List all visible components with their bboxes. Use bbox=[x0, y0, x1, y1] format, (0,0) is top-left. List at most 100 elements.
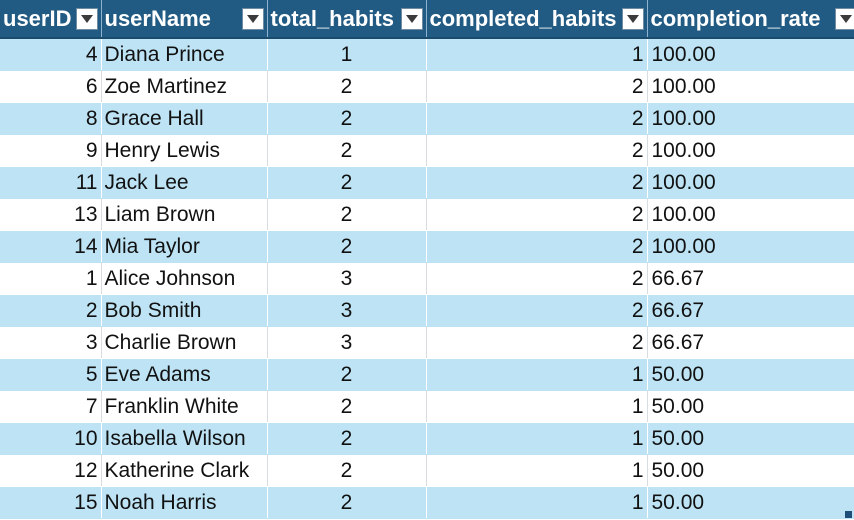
cell-userName[interactable]: Isabella Wilson bbox=[101, 422, 268, 455]
cell-completed-habits[interactable]: 2 bbox=[426, 294, 648, 327]
cell-total-habits[interactable]: 3 bbox=[267, 326, 427, 359]
cell-completed-habits[interactable]: 1 bbox=[426, 486, 648, 519]
table-row: 11 Jack Lee 2 2 100.00 bbox=[0, 166, 854, 199]
cell-userName[interactable]: Bob Smith bbox=[101, 294, 268, 327]
table-row: 2 Bob Smith 3 2 66.67 bbox=[0, 294, 854, 327]
cell-userName[interactable]: Katherine Clark bbox=[101, 454, 268, 487]
cell-total-habits[interactable]: 2 bbox=[267, 102, 427, 135]
cell-completion-rate[interactable]: 50.00 bbox=[647, 390, 854, 423]
cell-total-habits[interactable]: 2 bbox=[267, 198, 427, 231]
cell-completion-rate[interactable]: 50.00 bbox=[647, 358, 854, 391]
cell-completion-rate[interactable]: 50.00 bbox=[647, 422, 854, 455]
cell-userName[interactable]: Jack Lee bbox=[101, 166, 268, 199]
cell-completion-rate[interactable]: 100.00 bbox=[647, 70, 854, 103]
cell-total-habits[interactable]: 3 bbox=[267, 294, 427, 327]
column-header-label: completion_rate bbox=[650, 5, 821, 31]
table-resize-handle[interactable] bbox=[845, 511, 852, 518]
column-header-completed-habits[interactable]: completed_habits bbox=[426, 0, 648, 39]
cell-userName[interactable]: Charlie Brown bbox=[101, 326, 268, 359]
cell-completed-habits[interactable]: 2 bbox=[426, 230, 648, 263]
cell-userID[interactable]: 2 bbox=[0, 294, 102, 327]
filter-dropdown-button[interactable] bbox=[75, 7, 98, 30]
cell-completed-habits[interactable]: 1 bbox=[426, 390, 648, 423]
cell-userID[interactable]: 1 bbox=[0, 262, 102, 295]
cell-total-habits[interactable]: 2 bbox=[267, 422, 427, 455]
cell-completed-habits[interactable]: 2 bbox=[426, 326, 648, 359]
cell-completed-habits[interactable]: 2 bbox=[426, 262, 648, 295]
cell-total-habits[interactable]: 2 bbox=[267, 166, 427, 199]
cell-completion-rate[interactable]: 100.00 bbox=[647, 134, 854, 167]
cell-completion-rate[interactable]: 100.00 bbox=[647, 38, 854, 71]
cell-total-habits[interactable]: 2 bbox=[267, 230, 427, 263]
chevron-down-icon bbox=[246, 14, 259, 23]
cell-total-habits[interactable]: 2 bbox=[267, 454, 427, 487]
cell-completion-rate[interactable]: 100.00 bbox=[647, 102, 854, 135]
cell-userID[interactable]: 4 bbox=[0, 38, 102, 71]
cell-completed-habits[interactable]: 2 bbox=[426, 70, 648, 103]
cell-userID[interactable]: 10 bbox=[0, 422, 102, 455]
cell-userName[interactable]: Liam Brown bbox=[101, 198, 268, 231]
cell-userName[interactable]: Henry Lewis bbox=[101, 134, 268, 167]
table-row: 9 Henry Lewis 2 2 100.00 bbox=[0, 134, 854, 167]
cell-userName[interactable]: Mia Taylor bbox=[101, 230, 268, 263]
cell-completed-habits[interactable]: 1 bbox=[426, 358, 648, 391]
cell-completed-habits[interactable]: 1 bbox=[426, 454, 648, 487]
cell-completion-rate[interactable]: 50.00 bbox=[647, 454, 854, 487]
table-row: 4 Diana Prince 1 1 100.00 bbox=[0, 38, 854, 71]
table-row: 8 Grace Hall 2 2 100.00 bbox=[0, 102, 854, 135]
column-header-total-habits[interactable]: total_habits bbox=[267, 0, 427, 39]
column-header-userID[interactable]: userID bbox=[0, 0, 102, 39]
cell-userID[interactable]: 8 bbox=[0, 102, 102, 135]
filter-dropdown-button[interactable] bbox=[400, 7, 423, 30]
column-header-userName[interactable]: userName bbox=[101, 0, 268, 39]
cell-userName[interactable]: Alice Johnson bbox=[101, 262, 268, 295]
cell-userName[interactable]: Zoe Martinez bbox=[101, 70, 268, 103]
cell-completion-rate[interactable]: 66.67 bbox=[647, 262, 854, 295]
filter-dropdown-button[interactable] bbox=[621, 7, 644, 30]
cell-total-habits[interactable]: 2 bbox=[267, 134, 427, 167]
cell-userName[interactable]: Noah Harris bbox=[101, 486, 268, 519]
cell-completion-rate[interactable]: 50.00 bbox=[647, 486, 854, 519]
cell-completion-rate[interactable]: 66.67 bbox=[647, 326, 854, 359]
cell-completed-habits[interactable]: 2 bbox=[426, 198, 648, 231]
cell-userID[interactable]: 9 bbox=[0, 134, 102, 167]
cell-completed-habits[interactable]: 2 bbox=[426, 102, 648, 135]
cell-completed-habits[interactable]: 2 bbox=[426, 166, 648, 199]
cell-completed-habits[interactable]: 1 bbox=[426, 38, 648, 71]
cell-total-habits[interactable]: 3 bbox=[267, 262, 427, 295]
cell-userID[interactable]: 6 bbox=[0, 70, 102, 103]
cell-total-habits[interactable]: 1 bbox=[267, 38, 427, 71]
cell-userName[interactable]: Grace Hall bbox=[101, 102, 268, 135]
cell-userID[interactable]: 15 bbox=[0, 486, 102, 519]
filter-dropdown-button[interactable] bbox=[834, 7, 854, 30]
cell-userID[interactable]: 12 bbox=[0, 454, 102, 487]
cell-completion-rate[interactable]: 66.67 bbox=[647, 294, 854, 327]
cell-userID[interactable]: 11 bbox=[0, 166, 102, 199]
cell-completion-rate[interactable]: 100.00 bbox=[647, 230, 854, 263]
table-row: 13 Liam Brown 2 2 100.00 bbox=[0, 198, 854, 231]
cell-total-habits[interactable]: 2 bbox=[267, 486, 427, 519]
cell-total-habits[interactable]: 2 bbox=[267, 390, 427, 423]
column-header-completion-rate[interactable]: completion_rate bbox=[647, 0, 854, 39]
cell-completion-rate[interactable]: 100.00 bbox=[647, 166, 854, 199]
cell-completion-rate[interactable]: 100.00 bbox=[647, 198, 854, 231]
cell-userName[interactable]: Eve Adams bbox=[101, 358, 268, 391]
cell-userID[interactable]: 13 bbox=[0, 198, 102, 231]
cell-userID[interactable]: 5 bbox=[0, 358, 102, 391]
table-row: 6 Zoe Martinez 2 2 100.00 bbox=[0, 70, 854, 103]
chevron-down-icon bbox=[405, 14, 418, 23]
cell-userName[interactable]: Franklin White bbox=[101, 390, 268, 423]
filter-dropdown-button[interactable] bbox=[241, 7, 264, 30]
cell-completed-habits[interactable]: 2 bbox=[426, 134, 648, 167]
cell-completed-habits[interactable]: 1 bbox=[426, 422, 648, 455]
cell-userName[interactable]: Diana Prince bbox=[101, 38, 268, 71]
cell-userID[interactable]: 14 bbox=[0, 230, 102, 263]
header-row: userID userName bbox=[0, 0, 854, 39]
chevron-down-icon bbox=[80, 14, 93, 23]
cell-total-habits[interactable]: 2 bbox=[267, 358, 427, 391]
cell-userID[interactable]: 3 bbox=[0, 326, 102, 359]
cell-total-habits[interactable]: 2 bbox=[267, 70, 427, 103]
cell-userID[interactable]: 7 bbox=[0, 390, 102, 423]
column-header-label: userID bbox=[3, 5, 72, 31]
